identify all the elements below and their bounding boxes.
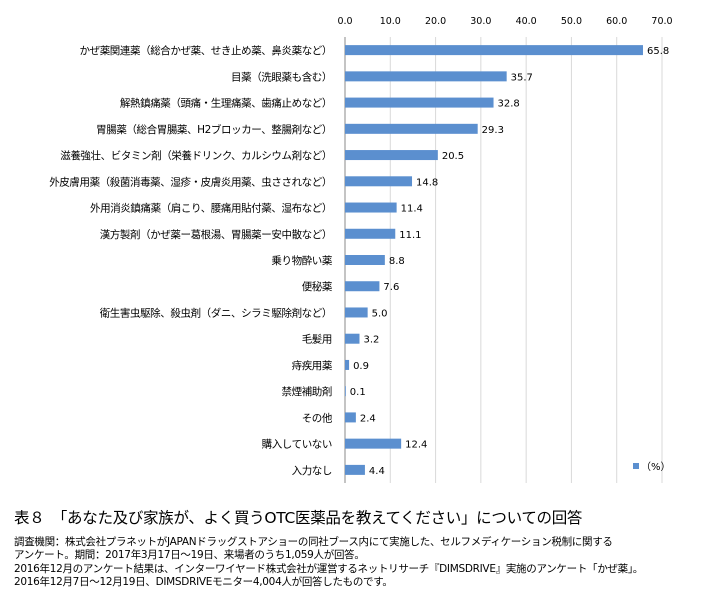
value-label: 0.1 [350, 387, 366, 398]
bars [345, 45, 643, 475]
category-label: 胃腸薬（総合胃腸薬、H2ブロッカー、整腸剤など） [96, 123, 332, 136]
category-label: 衛生害虫駆除、殺虫剤（ダニ、シラミ駆除剤など） [100, 306, 332, 319]
x-tick-label: 0.0 [337, 16, 352, 27]
x-tick-label: 10.0 [380, 16, 401, 27]
bar [345, 255, 385, 265]
category-labels: かぜ薬関連薬（総合かぜ薬、せき止め薬、鼻炎薬など） 目薬（洗眼薬も含む） 解熱鎮痛薬… [49, 44, 333, 477]
bar [345, 71, 507, 82]
x-axis-ticks: 0.0 10.0 20.0 30.0 40.0 50.0 60.0 70.0 [337, 16, 672, 27]
value-label: 35.7 [511, 72, 533, 83]
caption-note-4: 2016年12月7日〜12月19日、DIMSDRIVEモニター4,004人が回答… [14, 576, 393, 588]
bar [345, 202, 397, 213]
bar [345, 150, 438, 161]
category-label: 禁煙補助剤 [282, 385, 333, 398]
value-label: 12.4 [405, 440, 427, 451]
value-label: 2.4 [360, 413, 376, 424]
category-label: 購入していない [262, 438, 332, 451]
bar [345, 307, 368, 318]
bar [345, 359, 350, 370]
legend-label: （%） [641, 461, 671, 473]
value-label: 20.5 [442, 151, 464, 162]
x-tick-label: 60.0 [606, 16, 627, 27]
value-label: 29.3 [482, 125, 504, 136]
grid-lines [344, 37, 663, 483]
bar [345, 281, 380, 292]
category-label: 解熱鎮痛薬（頭痛・生理痛薬、歯痛止めなど） [120, 97, 332, 110]
category-label: 入力なし [292, 464, 332, 477]
value-label: 14.8 [416, 177, 438, 188]
value-label: 4.4 [369, 466, 385, 477]
category-label: 滋養強壮、ビタミン剤（栄養ドリンク、カルシウム剤など） [60, 149, 332, 162]
x-tick-label: 50.0 [561, 16, 582, 27]
x-tick-label: 20.0 [425, 16, 446, 27]
value-label: 8.8 [389, 256, 405, 267]
caption-note-2: アンケート。期間：2017年3月17日〜19日、来場者のうち1,059人が回答。 [14, 549, 365, 561]
category-label: 外皮膚用薬（殺菌消毒薬、湿疹・皮膚炎用薬、虫さされなど） [49, 175, 332, 188]
category-label: 便秘薬 [302, 280, 333, 293]
caption-note-3: 2016年12月のアンケート結果は、インターワイヤード株式会社が運営するネットリ… [14, 563, 643, 575]
bar [345, 412, 356, 423]
value-label: 65.8 [647, 46, 669, 57]
category-label: 外用消炎鎮痛薬（肩こり、腰痛用貼付薬、湿布など） [90, 202, 332, 215]
bar-chart: 0.0 10.0 20.0 30.0 40.0 50.0 60.0 70.0 かぜ薬関連薬（総… [49, 16, 673, 483]
bar [345, 176, 413, 187]
category-label: 痔疾用薬 [292, 359, 333, 372]
bar [345, 333, 360, 344]
value-label: 11.1 [399, 230, 421, 241]
category-label: 乗り物酔い薬 [271, 254, 332, 267]
value-label: 5.0 [372, 308, 388, 319]
value-labels: 65.8 35.7 32.8 29.3 20.5 14.8 11.4 11.1 8.8 7.6 5.… [350, 46, 669, 477]
value-label: 0.9 [353, 361, 369, 372]
legend-swatch [633, 463, 639, 469]
legend: （%） [633, 461, 671, 473]
caption-title: 表８ 「あなた及び家族が、よく買うOTC医薬品を教えてください」についての回答 [14, 509, 583, 527]
bar [345, 438, 402, 449]
bar [345, 123, 478, 134]
x-tick-label: 40.0 [516, 16, 537, 27]
value-label: 7.6 [383, 282, 399, 293]
category-label: 目薬（洗眼薬も含む） [231, 70, 332, 83]
x-tick-label: 70.0 [651, 16, 672, 27]
caption-note-1: 調査機関：株式会社プラネットがJAPANドラッグストアショーの同社ブース内にて実… [14, 536, 613, 548]
bar [345, 97, 494, 108]
bar [345, 45, 643, 56]
category-label: 漢方製剤（かぜ薬ー葛根湯、胃腸薬ー安中散など） [100, 228, 332, 241]
bar [345, 464, 365, 475]
value-label: 32.8 [498, 99, 520, 110]
category-label: 毛髪用 [302, 333, 332, 346]
value-label: 11.4 [401, 204, 423, 215]
value-label: 3.2 [363, 335, 379, 346]
x-tick-label: 30.0 [470, 16, 491, 27]
bar [345, 228, 396, 239]
bar [345, 386, 346, 397]
category-label: かぜ薬関連薬（総合かぜ薬、せき止め薬、鼻炎薬など） [80, 44, 333, 57]
category-label: その他 [302, 411, 333, 424]
